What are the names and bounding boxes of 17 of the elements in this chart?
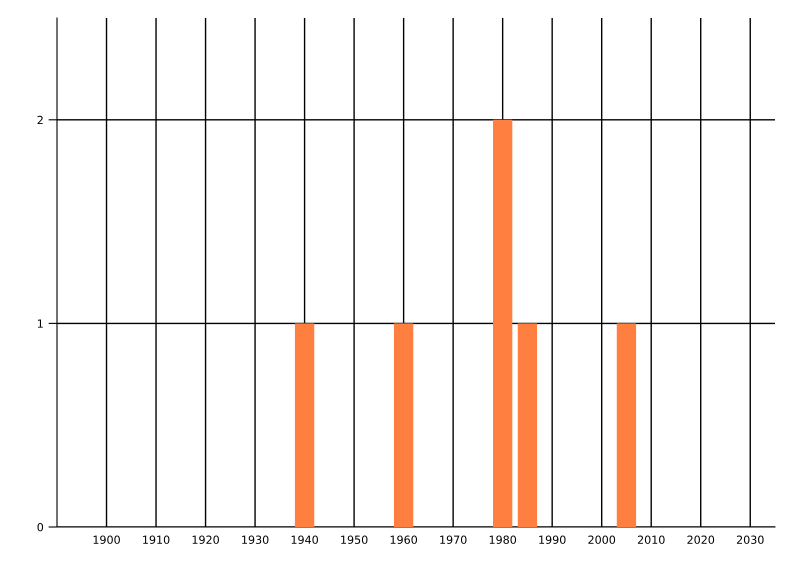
y-tick-label: 2 <box>38 116 43 124</box>
x-tick-label: 1900 <box>94 536 120 544</box>
x-tick-label: 1960 <box>390 536 418 544</box>
y-tick-label: 1 <box>38 320 43 328</box>
x-tick-label: 2000 <box>588 536 616 544</box>
x-tick-label: 1990 <box>539 536 566 544</box>
x-tick-label: 1920 <box>192 536 219 544</box>
y-tick-label: 0 <box>37 522 44 532</box>
x-tick-label: 1970 <box>440 536 467 544</box>
x-tick-label: 1980 <box>490 536 516 544</box>
x-tick-label: 2030 <box>736 536 764 544</box>
x-tick-label: 1940 <box>292 536 318 544</box>
x-tick-label: 1930 <box>242 536 268 544</box>
x-tick-label: 2010 <box>638 536 665 544</box>
x-tick-label: 1950 <box>341 536 368 544</box>
x-tick-label: 1910 <box>143 536 170 544</box>
x-tick-label: 2020 <box>687 536 714 544</box>
